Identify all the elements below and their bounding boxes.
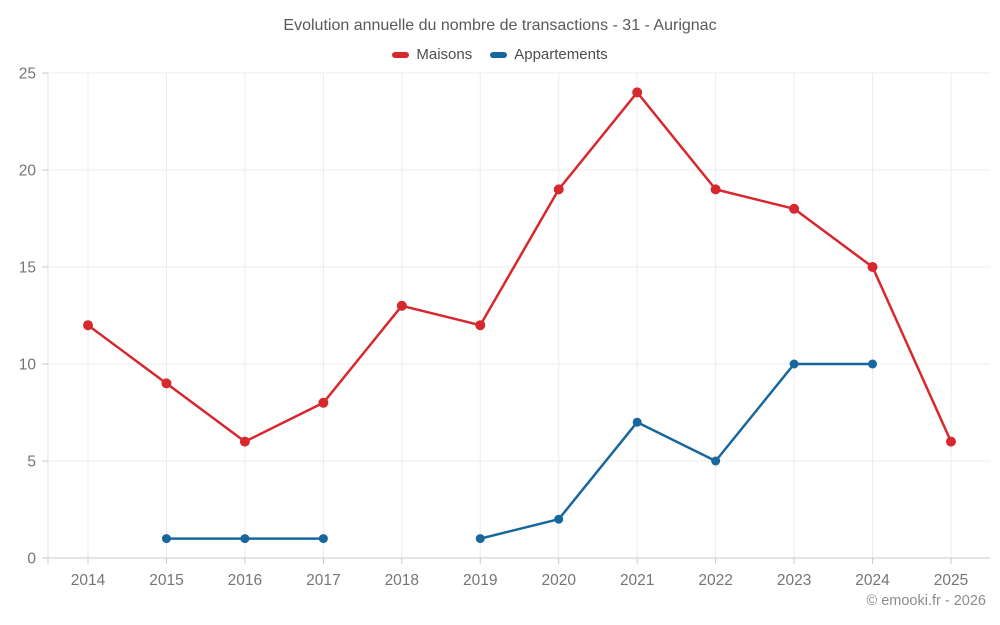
series-line-maisons	[86, 91, 953, 443]
legend-label-appartements: Appartements	[514, 46, 608, 63]
data-point-maisons-2015	[161, 378, 172, 389]
y-axis-label: 20	[19, 163, 37, 180]
y-axis-label: 10	[19, 357, 37, 374]
y-axis-label: 25	[19, 66, 36, 83]
x-axis-label: 2019	[463, 572, 497, 589]
data-point-maisons-2014	[83, 320, 93, 331]
data-point-appartements-2022	[711, 456, 721, 466]
data-point-maisons-2016	[239, 436, 250, 447]
data-point-maisons-2019	[475, 320, 486, 331]
x-axis-label: 2017	[306, 572, 340, 589]
series-line-appartements	[479, 362, 874, 540]
data-point-appartements-2024	[868, 359, 878, 369]
data-point-maisons-2024	[867, 262, 878, 272]
legend-item-appartements[interactable]: Appartements	[490, 46, 608, 63]
data-point-appartements-2023	[789, 359, 799, 369]
legend-swatch-maisons-icon	[392, 51, 410, 58]
x-axis-label: 2020	[541, 572, 576, 589]
data-point-appartements-2017	[318, 534, 328, 544]
data-point-appartements-2019	[475, 534, 485, 544]
x-axis-label: 2025	[934, 572, 968, 589]
legend-swatch-appartements-icon	[490, 51, 508, 58]
x-axis-label: 2014	[71, 572, 106, 589]
chart-legend: Maisons Appartements	[0, 46, 1000, 63]
chart-title: Evolution annuelle du nombre de transact…	[283, 17, 717, 34]
data-point-appartements-2020	[554, 514, 564, 524]
data-point-maisons-2017	[318, 397, 329, 408]
data-point-maisons-2021	[632, 87, 643, 98]
legend-label-maisons: Maisons	[416, 46, 473, 63]
y-axis-label: 5	[27, 454, 36, 471]
x-axis-label: 2023	[777, 572, 811, 589]
x-axis-label: 2021	[620, 572, 654, 589]
x-axis-label: 2024	[855, 572, 890, 589]
x-axis-label: 2016	[228, 572, 262, 589]
y-axis-label: 15	[19, 260, 36, 277]
data-point-maisons-2020	[553, 184, 564, 195]
data-point-maisons-2025	[946, 436, 956, 447]
x-axis-label: 2022	[698, 572, 732, 589]
data-point-maisons-2018	[396, 300, 407, 311]
legend-item-maisons[interactable]: Maisons	[392, 46, 472, 63]
data-point-maisons-2022	[710, 184, 721, 195]
y-axis-label: 0	[27, 551, 36, 568]
data-point-appartements-2016	[240, 534, 250, 544]
x-axis-label: 2018	[385, 572, 419, 589]
copyright-text: © emooki.fr - 2026	[866, 593, 986, 609]
data-point-appartements-2021	[632, 417, 642, 427]
data-point-maisons-2023	[789, 203, 800, 214]
x-axis-label: 2015	[149, 572, 183, 589]
data-point-appartements-2015	[161, 534, 171, 544]
